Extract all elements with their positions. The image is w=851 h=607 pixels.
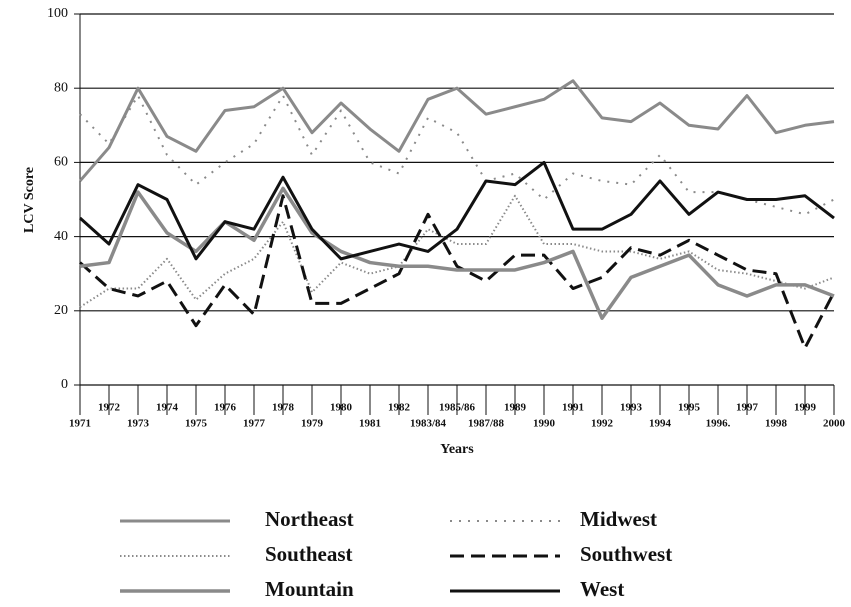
legend-label: Southeast: [265, 542, 353, 566]
x-tick-label: 1982: [388, 402, 411, 414]
x-tick-label: 1991: [562, 402, 584, 414]
x-tick-label: 1997: [736, 402, 759, 414]
x-tick-label: 1980: [330, 402, 353, 414]
series-line: [78, 160, 835, 261]
x-tick-label: 1975: [185, 418, 208, 430]
series-line: [79, 94, 835, 216]
x-tick-label: 1987/88: [468, 418, 505, 430]
x-tick-label: 1972: [98, 402, 121, 414]
x-tick-label: 1999: [794, 402, 817, 414]
series-line: [78, 79, 835, 182]
series-line: [79, 194, 835, 308]
x-tick-label: 1998: [765, 418, 788, 430]
x-tick-label: 1989: [504, 402, 527, 414]
x-tick-label: 1996.: [706, 418, 731, 430]
y-axis-label: LCV Score: [22, 167, 37, 233]
x-tick-label: 1976: [214, 402, 237, 414]
legend-label: West: [580, 577, 624, 601]
series-line: [79, 186, 835, 320]
legend-label: Midwest: [580, 507, 657, 531]
legend-label: Northeast: [265, 507, 354, 531]
x-tick-label: 1971: [69, 418, 91, 430]
y-tick-label: 60: [54, 155, 68, 170]
y-tick-label: 80: [54, 80, 68, 95]
x-tick-label: 1979: [301, 418, 324, 430]
x-tick-label: 1978: [272, 402, 295, 414]
x-tick-label: 1981: [359, 418, 381, 430]
x-tick-label: 1983/84: [410, 418, 447, 430]
x-tick-label: 1990: [533, 418, 556, 430]
x-tick-label: 1993: [620, 402, 643, 414]
y-tick-label: 100: [47, 6, 68, 21]
y-tick-label: 20: [54, 303, 68, 318]
series-line: [78, 194, 836, 350]
legend-label: Southwest: [580, 542, 672, 566]
x-tick-label: 2000: [823, 418, 846, 430]
y-tick-label: 40: [54, 229, 68, 244]
x-tick-label: 1977: [243, 418, 266, 430]
x-tick-label: 1994: [649, 418, 672, 430]
x-tick-label: 1985/86: [439, 402, 476, 414]
x-tick-label: 1973: [127, 418, 150, 430]
y-tick-label: 0: [61, 377, 68, 392]
x-tick-label: 1974: [156, 402, 179, 414]
x-tick-label: 1995: [678, 402, 701, 414]
legend-label: Mountain: [265, 577, 354, 601]
x-tick-label: 1992: [591, 418, 614, 430]
x-axis-label: Years: [440, 442, 474, 457]
